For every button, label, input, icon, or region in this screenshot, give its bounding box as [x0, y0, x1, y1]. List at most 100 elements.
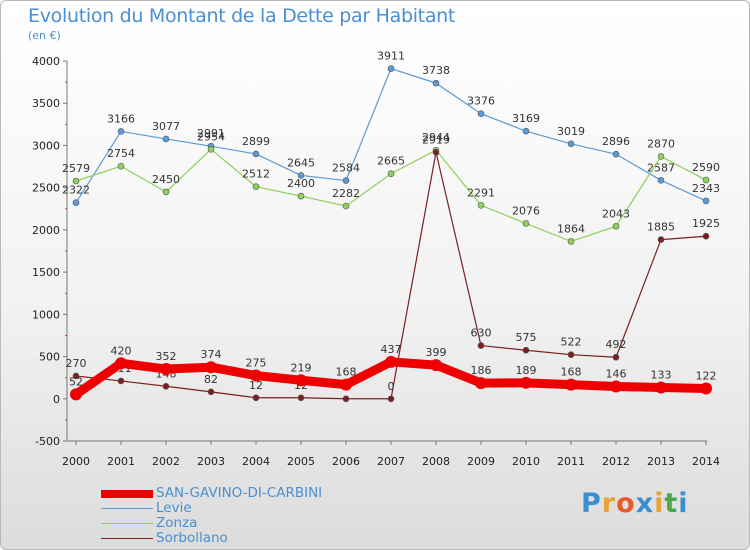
data-label: 168	[561, 366, 582, 379]
data-point	[657, 177, 665, 184]
y-tick-label: 1000	[32, 308, 60, 321]
data-point	[387, 170, 395, 178]
data-label: 2899	[242, 135, 270, 148]
legend-label: Sorbollano	[156, 530, 228, 546]
data-point	[162, 135, 170, 143]
data-label: 437	[381, 343, 402, 356]
chart-unit: (en €)	[28, 29, 61, 42]
data-label: 3911	[377, 50, 405, 63]
x-tick-label: 2004	[242, 455, 270, 468]
data-point	[657, 236, 665, 243]
x-tick-label: 2001	[107, 455, 135, 468]
data-label: 189	[516, 364, 537, 377]
x-tick-label: 2008	[422, 455, 450, 468]
data-point	[387, 395, 395, 403]
x-tick-label: 2007	[377, 455, 405, 468]
data-label: 522	[561, 336, 582, 349]
legend-label: SAN-GAVINO-DI-CARBINI	[156, 485, 323, 501]
data-label: 352	[156, 350, 177, 363]
data-point	[565, 378, 577, 391]
logo-letter: r	[601, 488, 617, 519]
data-label: 2645	[287, 156, 315, 169]
legend-label: Zonza	[156, 515, 198, 531]
data-point	[520, 376, 532, 389]
data-point	[702, 197, 710, 205]
x-tick-label: 2011	[557, 455, 585, 468]
data-point	[252, 394, 260, 402]
data-label: 2076	[512, 204, 540, 217]
data-point	[477, 110, 485, 117]
data-label: 168	[336, 366, 357, 379]
logo-letter: t	[664, 488, 679, 519]
x-tick-label: 2010	[512, 455, 540, 468]
x-tick-label: 2013	[647, 455, 675, 468]
data-label: 270	[66, 357, 87, 370]
data-label: 12	[249, 379, 263, 392]
data-label: 2754	[107, 147, 135, 160]
data-point	[432, 148, 440, 156]
data-label: 2870	[647, 137, 675, 150]
data-label: 2343	[692, 182, 720, 195]
data-point	[70, 388, 82, 401]
data-point	[387, 65, 395, 72]
data-point	[342, 177, 350, 184]
legend-swatch	[101, 523, 153, 524]
data-label: 2954	[197, 130, 225, 143]
data-label: 3166	[107, 112, 135, 125]
data-label: 1864	[557, 222, 585, 235]
data-label: 2282	[332, 187, 360, 200]
legend-swatch	[101, 490, 153, 498]
data-label: 2450	[152, 173, 180, 186]
logo-letter: x	[635, 488, 655, 519]
data-point	[612, 353, 620, 361]
legend-swatch	[101, 538, 153, 539]
data-point	[567, 351, 575, 358]
y-tick-label: 2000	[32, 224, 60, 237]
data-label: 2512	[242, 168, 270, 181]
data-label: 2043	[602, 207, 630, 220]
data-label: 82	[204, 373, 218, 386]
data-point	[297, 192, 305, 200]
data-point	[522, 346, 530, 354]
x-tick-label: 2002	[152, 455, 180, 468]
data-label: 186	[471, 364, 492, 377]
data-point	[475, 377, 487, 390]
data-point	[297, 394, 305, 402]
data-label: 1885	[647, 221, 675, 234]
data-point	[72, 177, 80, 185]
x-tick-label: 2000	[62, 455, 90, 468]
x-tick-label: 2003	[197, 455, 225, 468]
data-label: 420	[111, 344, 132, 357]
data-label: 3077	[152, 120, 180, 133]
logo-letter: i	[654, 488, 665, 519]
data-point	[117, 162, 125, 170]
data-label: 122	[696, 369, 717, 382]
data-point	[522, 127, 530, 135]
data-label: 3169	[512, 112, 540, 125]
data-label: 3376	[467, 95, 495, 108]
data-label: 2944	[422, 131, 450, 144]
data-point	[250, 369, 262, 382]
logo-letter: P	[581, 488, 602, 519]
data-label: 133	[651, 369, 672, 382]
data-label: 0	[388, 380, 395, 393]
data-point	[207, 146, 215, 153]
data-point	[72, 372, 80, 380]
data-point	[72, 199, 80, 206]
data-point	[162, 382, 170, 390]
data-point	[342, 395, 350, 403]
legend-swatch	[101, 508, 153, 509]
data-point	[117, 377, 125, 385]
y-tick-label: 500	[39, 351, 60, 364]
y-tick-label: 1500	[32, 266, 60, 279]
y-tick-label: 3500	[32, 97, 60, 110]
data-label: 2991	[197, 127, 225, 140]
data-label: 2584	[332, 162, 360, 175]
data-point	[340, 378, 352, 391]
data-point	[612, 150, 620, 158]
x-tick-label: 2012	[602, 455, 630, 468]
data-point	[162, 188, 170, 196]
data-label: 219	[291, 361, 312, 374]
x-tick-label: 2014	[692, 455, 720, 468]
